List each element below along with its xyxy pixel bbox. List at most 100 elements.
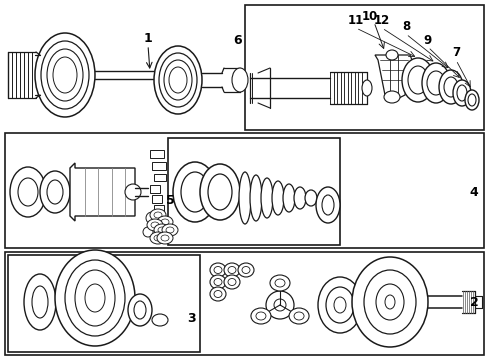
- Bar: [154, 174, 165, 181]
- Bar: [8, 255, 200, 352]
- Ellipse shape: [47, 49, 83, 101]
- Ellipse shape: [238, 263, 253, 277]
- Ellipse shape: [161, 235, 169, 241]
- Ellipse shape: [173, 162, 217, 222]
- Ellipse shape: [443, 77, 457, 97]
- Bar: [154, 205, 163, 213]
- Ellipse shape: [161, 219, 169, 225]
- Text: 2: 2: [468, 296, 477, 309]
- Ellipse shape: [361, 80, 371, 96]
- Polygon shape: [374, 55, 411, 100]
- Text: 1: 1: [143, 31, 152, 45]
- Ellipse shape: [142, 227, 153, 237]
- Ellipse shape: [85, 284, 105, 312]
- Ellipse shape: [53, 57, 77, 93]
- Ellipse shape: [209, 287, 225, 301]
- Ellipse shape: [152, 314, 168, 326]
- Ellipse shape: [325, 287, 353, 323]
- Ellipse shape: [47, 180, 63, 204]
- Polygon shape: [70, 163, 135, 221]
- Ellipse shape: [250, 308, 270, 324]
- Ellipse shape: [147, 219, 163, 231]
- Text: 10: 10: [361, 9, 377, 22]
- Text: 6: 6: [233, 33, 242, 46]
- Bar: [152, 162, 165, 170]
- Text: 8: 8: [401, 21, 409, 33]
- Text: 9: 9: [423, 33, 431, 46]
- Ellipse shape: [151, 222, 159, 228]
- Ellipse shape: [224, 263, 240, 277]
- Ellipse shape: [55, 250, 135, 346]
- Ellipse shape: [10, 167, 46, 217]
- Ellipse shape: [150, 232, 165, 244]
- Ellipse shape: [383, 91, 399, 103]
- Ellipse shape: [150, 209, 165, 221]
- Bar: [152, 195, 162, 203]
- Ellipse shape: [269, 275, 289, 291]
- Ellipse shape: [158, 227, 165, 233]
- Ellipse shape: [125, 184, 141, 200]
- Ellipse shape: [401, 58, 433, 102]
- Ellipse shape: [317, 277, 361, 333]
- Ellipse shape: [157, 232, 173, 244]
- Ellipse shape: [154, 222, 165, 234]
- Ellipse shape: [231, 68, 247, 92]
- Ellipse shape: [214, 279, 222, 285]
- Ellipse shape: [154, 46, 202, 114]
- Ellipse shape: [209, 263, 225, 277]
- Ellipse shape: [293, 187, 305, 209]
- Text: 5: 5: [165, 194, 174, 207]
- Ellipse shape: [271, 181, 284, 215]
- Ellipse shape: [214, 291, 222, 297]
- Ellipse shape: [242, 266, 249, 274]
- Bar: [244, 5, 483, 130]
- Ellipse shape: [24, 274, 56, 330]
- Ellipse shape: [452, 80, 470, 106]
- Ellipse shape: [18, 178, 38, 206]
- Ellipse shape: [159, 53, 197, 107]
- Ellipse shape: [163, 60, 192, 100]
- Ellipse shape: [273, 299, 285, 311]
- Ellipse shape: [426, 71, 444, 95]
- Ellipse shape: [293, 312, 304, 320]
- Ellipse shape: [421, 63, 449, 103]
- Ellipse shape: [169, 67, 186, 93]
- Ellipse shape: [249, 175, 262, 221]
- Ellipse shape: [375, 284, 403, 320]
- Ellipse shape: [65, 260, 125, 336]
- Bar: [5, 133, 483, 248]
- Ellipse shape: [363, 270, 415, 334]
- Ellipse shape: [200, 164, 240, 220]
- Ellipse shape: [464, 90, 478, 110]
- Ellipse shape: [305, 190, 316, 206]
- Bar: [5, 252, 483, 355]
- Ellipse shape: [154, 235, 162, 241]
- Ellipse shape: [162, 224, 178, 236]
- Bar: [150, 185, 160, 193]
- Ellipse shape: [315, 187, 339, 223]
- Ellipse shape: [146, 212, 158, 224]
- Ellipse shape: [351, 257, 427, 347]
- Ellipse shape: [456, 85, 466, 101]
- Ellipse shape: [32, 286, 48, 318]
- Text: 11: 11: [347, 14, 364, 27]
- Bar: [168, 138, 339, 245]
- Ellipse shape: [407, 66, 427, 94]
- Ellipse shape: [255, 312, 265, 320]
- Ellipse shape: [321, 195, 333, 215]
- Ellipse shape: [261, 178, 272, 218]
- Text: 4: 4: [468, 185, 477, 198]
- Ellipse shape: [214, 266, 222, 274]
- Ellipse shape: [41, 41, 89, 109]
- Ellipse shape: [40, 171, 70, 213]
- Ellipse shape: [154, 224, 170, 236]
- Ellipse shape: [288, 308, 308, 324]
- Ellipse shape: [467, 94, 475, 106]
- Text: 7: 7: [451, 46, 459, 59]
- Ellipse shape: [227, 266, 236, 274]
- Text: 12: 12: [373, 14, 389, 27]
- Ellipse shape: [75, 270, 115, 326]
- Text: 3: 3: [187, 311, 196, 324]
- Ellipse shape: [239, 172, 250, 224]
- Ellipse shape: [384, 295, 394, 309]
